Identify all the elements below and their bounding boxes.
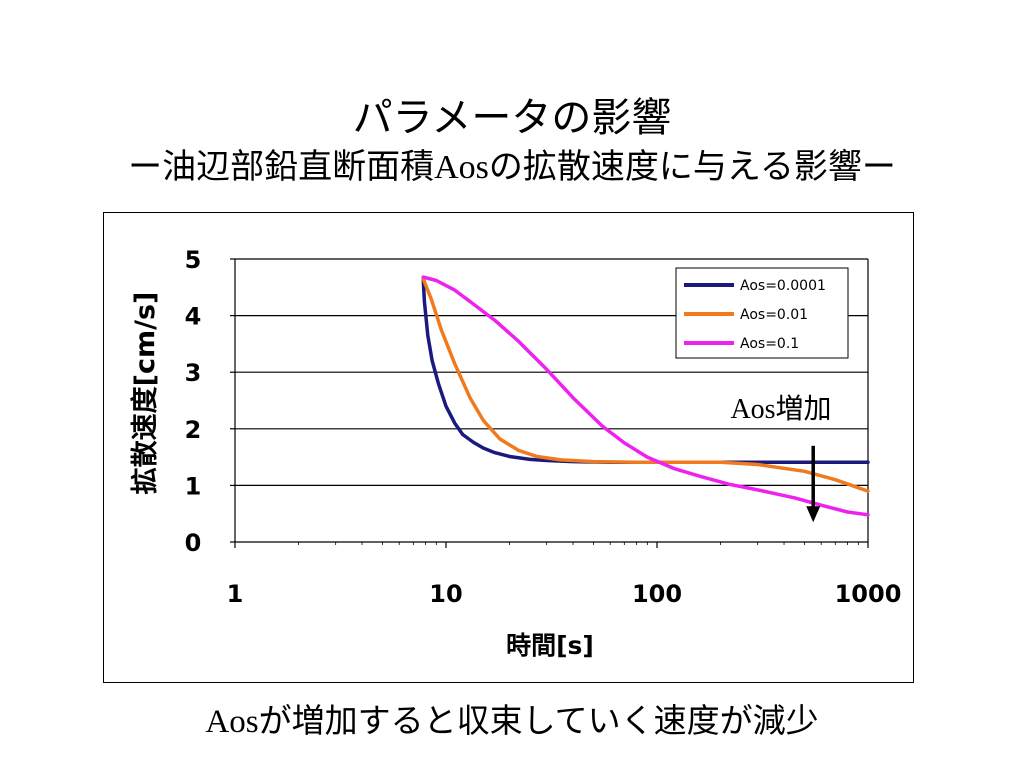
y-tick-label-5: 5 [185,246,202,274]
annotation-label: Aos増加 [730,393,831,425]
x-axis-label: 時間[s] [506,631,594,660]
x-tick-label-100: 100 [632,580,682,608]
y-tick-label-0: 0 [185,529,202,557]
y-tick-label-1: 1 [185,472,202,500]
subtitle-latin: Aos [434,149,489,186]
annotation-arrow-head [806,506,821,523]
chart-frame: 0 1 2 3 4 5 1 10 100 1000 時間[s] 拡散速度[cm/s] Aos=0.… [103,212,914,683]
annotation: Aos増加 [730,393,832,523]
slide-subtitle: ー油辺部鉛直断面積Aosの拡散速度に与える影響ー [0,146,1024,189]
y-tick-label-4: 4 [185,303,202,331]
legend-label-1: Aos=0.0001 [740,278,826,294]
y-tick-label-2: 2 [185,416,202,444]
x-tick-label-10: 10 [429,580,462,608]
subtitle-suffix: の拡散速度に与える影響ー [488,147,896,187]
x-tick-label-1000: 1000 [835,580,902,608]
series-lines [421,275,870,517]
y-axis-label: 拡散速度[cm/s] [129,292,161,495]
caption-latin: Aos [205,704,259,740]
legend-label-3: Aos=0.1 [740,336,799,352]
slide-title: パラメータの影響 [352,95,672,141]
legend: Aos=0.0001 Aos=0.01 Aos=0.1 [675,267,849,359]
subtitle-prefix: ー油辺部鉛直断面積 [128,147,435,187]
slide-caption: Aosが増加すると収束していく速度が減少 [0,700,1024,743]
x-tick-label-1: 1 [227,580,244,608]
y-tick-label-3: 3 [185,359,202,387]
legend-label-2: Aos=0.01 [740,307,808,323]
axes [230,258,869,548]
caption-text: が増加すると収束していく速度が減少 [258,701,819,740]
series-line-3 [421,275,870,517]
series-line-2 [421,277,870,493]
